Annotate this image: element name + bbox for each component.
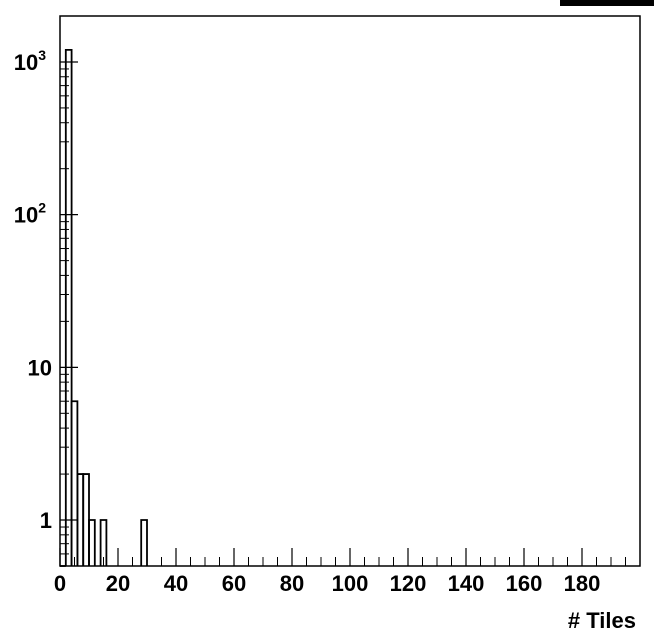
y-tick-label-1: 10 <box>28 355 52 380</box>
y-tick-label-3: 103 <box>14 47 46 75</box>
x-axis-title: # Tiles <box>568 608 636 633</box>
x-tick-label-1: 20 <box>106 571 130 596</box>
y-tick-label-2: 102 <box>14 200 46 228</box>
x-tick-label-9: 180 <box>564 571 601 596</box>
x-tick-label-5: 100 <box>332 571 369 596</box>
histogram-bar-5 <box>88 519 96 566</box>
x-tick-label-3: 60 <box>222 571 246 596</box>
x-tick-label-0: 0 <box>54 571 66 596</box>
histogram-bar-7 <box>99 519 108 566</box>
y-tick-label-0: 1 <box>40 508 52 533</box>
x-tick-label-7: 140 <box>448 571 485 596</box>
x-tick-label-2: 40 <box>164 571 188 596</box>
histogram-bar-14 <box>140 519 148 566</box>
histogram-bar-1 <box>64 48 73 566</box>
x-tick-label-4: 80 <box>280 571 304 596</box>
x-tick-label-6: 120 <box>390 571 427 596</box>
x-tick-label-8: 160 <box>506 571 543 596</box>
plot-frame <box>59 15 641 567</box>
corner-box <box>560 0 654 6</box>
